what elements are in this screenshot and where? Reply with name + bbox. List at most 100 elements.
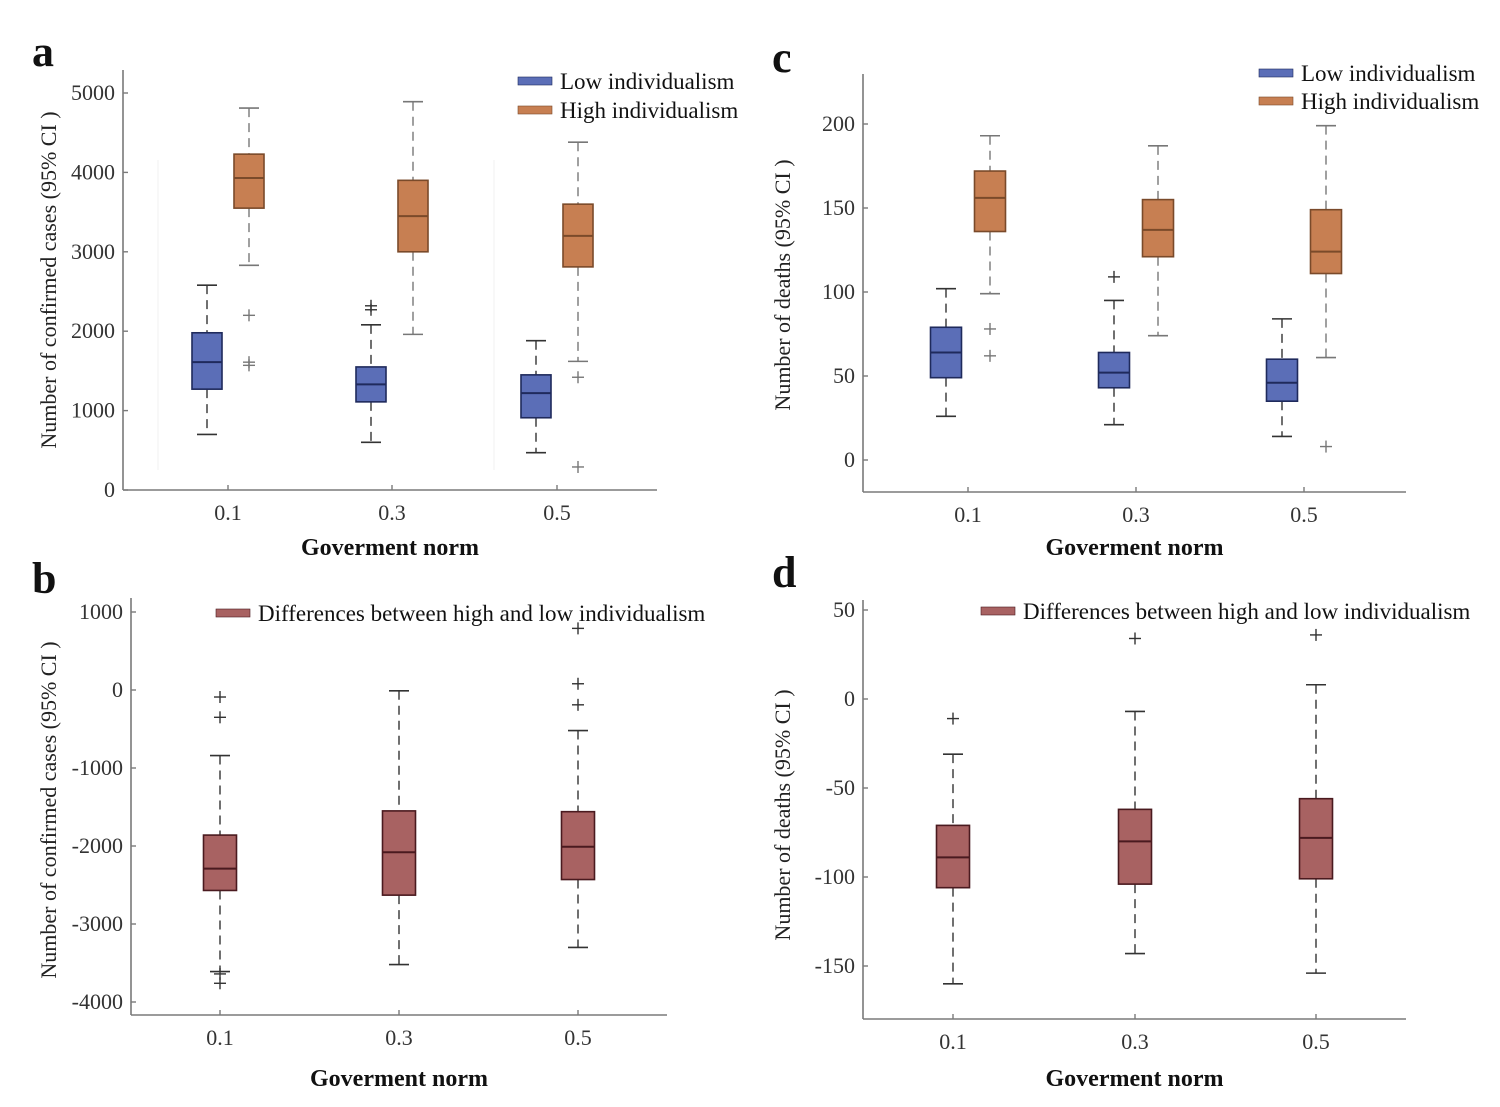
y-tick-label: 2000 <box>71 318 115 343</box>
y-tick-label: 1000 <box>79 599 123 624</box>
iqr-box <box>1117 808 1153 885</box>
x-axis-title: Goverment norm <box>1046 535 1224 561</box>
outlier-marker <box>214 711 226 724</box>
panel-letter: d <box>772 548 796 597</box>
box-high <box>397 100 429 336</box>
legend-label: High individualism <box>1301 89 1479 114</box>
panel-letter: c <box>772 33 792 82</box>
box-diff <box>935 712 971 985</box>
box-high <box>1309 124 1343 453</box>
legend-swatch-diff <box>215 608 251 618</box>
outlier-marker <box>243 359 255 372</box>
outlier-marker <box>572 460 584 473</box>
y-tick-label: -150 <box>815 953 855 978</box>
y-axis-title: Number of confirmed cases (95% CI ) <box>36 641 61 978</box>
x-tick-label: 0.5 <box>543 500 571 525</box>
outlier-marker <box>947 712 959 725</box>
legend-swatch-high <box>1258 96 1294 106</box>
outlier-marker <box>1310 628 1322 641</box>
x-tick-label: 0.3 <box>378 500 406 525</box>
box-high <box>562 141 594 473</box>
box-high <box>1141 145 1175 337</box>
box-diff <box>560 622 596 949</box>
iqr-box <box>1265 358 1299 403</box>
x-tick-label: 0.5 <box>1302 1029 1330 1054</box>
legend-swatch-diff <box>980 606 1016 616</box>
box-high <box>233 107 265 372</box>
iqr-box <box>1097 351 1131 389</box>
iqr-box <box>1309 208 1343 275</box>
box-low <box>1265 318 1299 438</box>
legend: Low individualism High individualism <box>1258 61 1479 114</box>
iqr-box <box>202 834 238 892</box>
panel-letter: a <box>32 27 54 76</box>
y-tick-label: 200 <box>822 111 855 136</box>
y-tick-label: 0 <box>844 447 855 472</box>
box-diff <box>1117 632 1153 955</box>
outlier-marker <box>365 303 377 316</box>
outlier-marker <box>572 371 584 384</box>
iqr-box <box>560 810 596 881</box>
iqr-box <box>1141 198 1175 258</box>
iqr-box <box>520 374 552 419</box>
y-tick-label: -50 <box>826 775 855 800</box>
box-low <box>1097 270 1131 426</box>
y-tick-label: 1000 <box>71 398 115 423</box>
box-low <box>191 284 223 436</box>
outlier-marker <box>572 677 584 690</box>
legend: Differences between high and low individ… <box>980 599 1470 624</box>
legend-swatch-low <box>517 76 553 86</box>
outlier-marker <box>984 322 996 335</box>
legend-swatch-low <box>1258 68 1294 78</box>
y-tick-label: 50 <box>833 597 855 622</box>
legend-swatch-high <box>517 105 553 115</box>
panel-d: d -150 -100 -50 0 50 0.1 0.3 0.5 Goverment norm Nu… <box>770 548 1470 1092</box>
y-axis-title: Number of deaths (95% CI ) <box>770 689 795 940</box>
outlier-marker <box>214 977 226 990</box>
y-tick-label: 5000 <box>71 80 115 105</box>
y-tick-label: 150 <box>822 195 855 220</box>
x-tick-label: 0.1 <box>954 502 982 527</box>
y-tick-label: -100 <box>815 864 855 889</box>
legend: Differences between high and low individ… <box>215 601 705 626</box>
y-tick-label: 50 <box>833 363 855 388</box>
x-axis-title: Goverment norm <box>301 535 479 561</box>
x-tick-label: 0.3 <box>1122 502 1150 527</box>
outlier-marker <box>1320 440 1332 453</box>
legend-label: High individualism <box>560 98 738 123</box>
iqr-box <box>191 331 223 390</box>
outlier-marker <box>572 622 584 635</box>
y-tick-label: 4000 <box>71 159 115 184</box>
y-tick-label: 3000 <box>71 239 115 264</box>
y-tick-label: 0 <box>112 677 123 702</box>
legend-label: Differences between high and low individ… <box>1023 599 1470 624</box>
outlier-marker <box>572 698 584 711</box>
panel-letter: b <box>32 554 56 603</box>
box-low <box>929 287 963 418</box>
outlier-marker <box>243 309 255 322</box>
y-axis-title: Number of deaths (95% CI ) <box>770 159 795 410</box>
outlier-marker <box>214 691 226 704</box>
panel-a: a 0 1000 2000 3000 4000 5000 0.1 0.3 0.5 Goverment… <box>32 27 738 561</box>
y-tick-label: -4000 <box>72 989 123 1014</box>
box-diff <box>202 691 238 990</box>
box-diff <box>381 689 417 966</box>
y-tick-label: -1000 <box>72 755 123 780</box>
legend-label: Low individualism <box>1301 61 1476 86</box>
x-tick-label: 0.5 <box>564 1025 592 1050</box>
y-tick-label: 100 <box>822 279 855 304</box>
x-tick-label: 0.1 <box>939 1029 967 1054</box>
box-low <box>520 339 552 454</box>
legend-label: Differences between high and low individ… <box>258 601 705 626</box>
x-tick-label: 0.3 <box>1121 1029 1149 1054</box>
y-tick-label: 0 <box>104 477 115 502</box>
box-low <box>355 299 387 444</box>
x-tick-label: 0.3 <box>385 1025 413 1050</box>
y-tick-label: -3000 <box>72 911 123 936</box>
x-tick-label: 0.1 <box>214 500 242 525</box>
iqr-box <box>973 170 1007 233</box>
y-tick-label: 0 <box>844 686 855 711</box>
panel-c: c 0 50 100 150 200 0.1 0.3 0.5 Goverment norm Numb… <box>770 33 1479 561</box>
outlier-marker <box>1129 632 1141 645</box>
